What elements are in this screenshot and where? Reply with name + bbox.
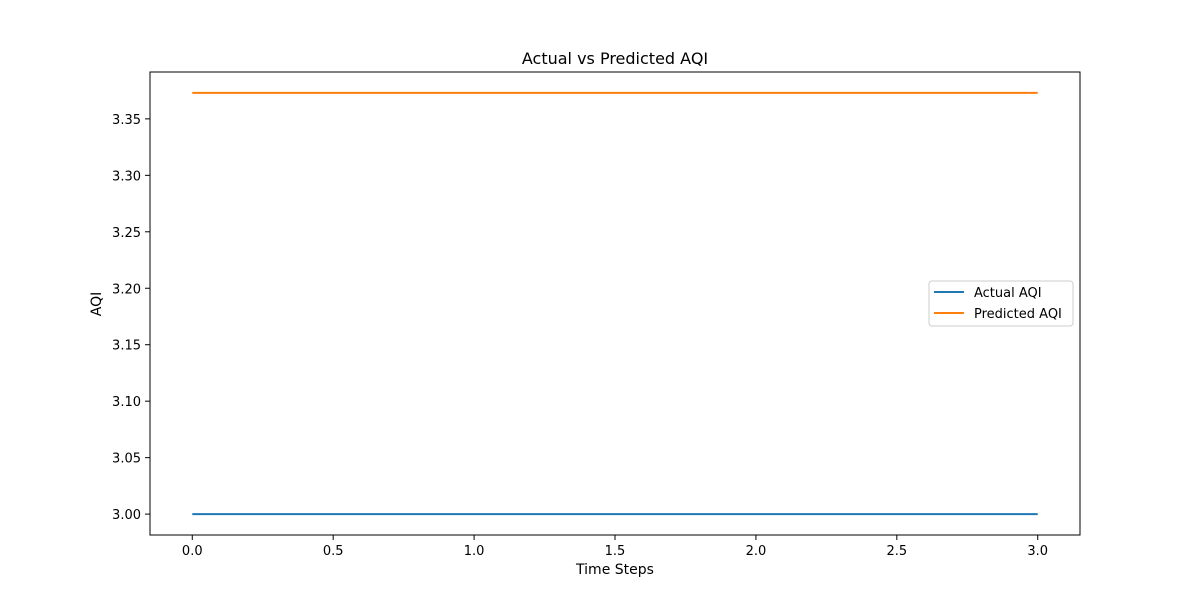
y-tick-label: 3.15 [112,339,141,354]
y-tick-label: 3.05 [112,452,141,467]
y-tick-label: 3.10 [112,395,141,410]
x-axis-label: Time Steps [575,562,654,578]
x-tick-label: 1.5 [605,544,626,559]
x-tick-label: 0.5 [323,544,344,559]
x-tick-label: 1.0 [464,544,485,559]
plot-area-frame [149,71,1081,536]
legend-box [928,280,1074,327]
x-axis-ticks: 0.0 0.5 1.0 1.5 2.0 2.5 3.0 [182,535,1048,559]
legend-label-predicted-aqi: Predicted AQI [974,307,1062,322]
x-tick-label: 0.0 [182,544,203,559]
chart-title: Actual vs Predicted AQI [522,49,708,68]
x-tick-label: 2.5 [886,544,907,559]
y-axis-ticks: 3.00 3.05 3.10 3.15 3.20 3.25 3.30 3.35 [112,113,150,523]
y-tick-label: 3.35 [112,113,141,128]
y-tick-label: 3.25 [112,226,141,241]
x-tick-label: 2.0 [746,544,767,559]
x-tick-label: 3.0 [1027,544,1048,559]
legend: Actual AQI Predicted AQI [928,280,1074,327]
legend-label-actual-aqi: Actual AQI [974,286,1042,301]
y-tick-label: 3.20 [112,282,141,297]
y-axis-label: AQI [89,292,105,316]
y-tick-label: 3.00 [112,508,141,523]
series-layer [192,91,1038,516]
y-tick-label: 3.30 [112,169,141,184]
